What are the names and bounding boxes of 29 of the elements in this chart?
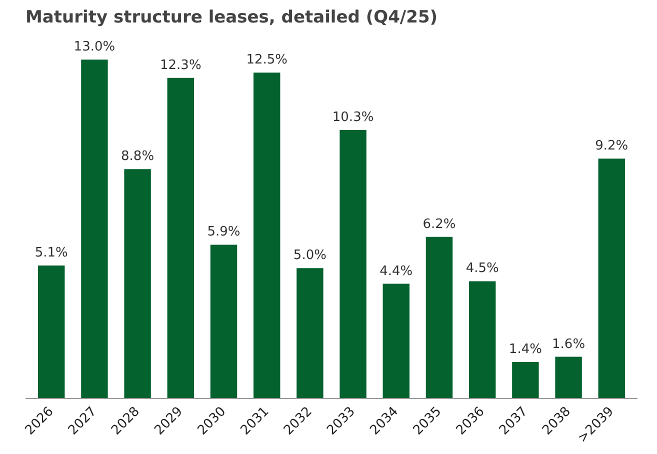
- data-label: 5.0%: [293, 248, 326, 264]
- bar: [382, 284, 410, 398]
- data-label: 13.0%: [74, 40, 116, 55]
- data-label: 12.3%: [160, 58, 202, 73]
- data-label: 5.9%: [207, 224, 240, 240]
- bar: [598, 158, 625, 398]
- bar: [81, 60, 108, 398]
- bar: [124, 169, 151, 398]
- data-label: 12.5%: [246, 52, 288, 68]
- bar: [426, 236, 453, 398]
- data-label: 4.4%: [380, 264, 413, 279]
- data-label: 8.8%: [121, 149, 154, 164]
- data-label: 5.1%: [34, 246, 68, 261]
- chart-title: Maturity structure leases, detailed (Q4/25): [26, 8, 438, 28]
- data-label: 4.5%: [466, 261, 499, 276]
- bar: [253, 72, 280, 398]
- bar: [512, 362, 539, 398]
- bar: [296, 268, 324, 398]
- data-label: 9.2%: [595, 138, 628, 154]
- bar: [468, 281, 496, 398]
- bar: [167, 78, 194, 398]
- bar: [38, 266, 65, 398]
- data-label: 6.2%: [422, 216, 456, 232]
- bar: [340, 130, 366, 398]
- data-label: 1.6%: [552, 336, 586, 352]
- bar: [210, 244, 238, 398]
- data-label: 10.3%: [332, 110, 374, 125]
- bar: [555, 356, 582, 398]
- data-label: 1.4%: [508, 342, 542, 358]
